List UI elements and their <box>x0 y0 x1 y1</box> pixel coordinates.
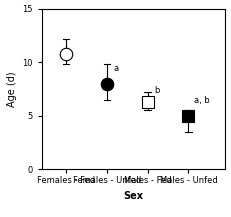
Y-axis label: Age (d): Age (d) <box>7 71 17 107</box>
Text: a: a <box>112 64 118 73</box>
X-axis label: Sex: Sex <box>123 191 143 201</box>
Text: b: b <box>153 86 158 95</box>
Text: a, b: a, b <box>194 96 209 105</box>
